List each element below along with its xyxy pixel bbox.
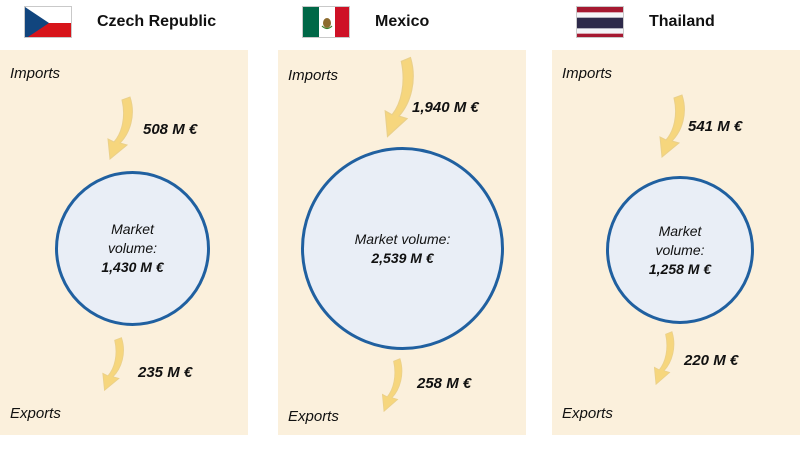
exports-label: Exports [288,408,339,425]
market-volume-value: 1,430 M € [101,259,164,275]
country-name: Czech Republic [97,13,217,30]
imports-label: Imports [288,67,339,84]
imports-arrow-icon [384,56,414,138]
market-volume-value: 1,258 M € [648,260,712,277]
imports-label: Imports [562,65,613,82]
country-header: Mexico [278,0,526,48]
imports-amount: 508 M € [143,121,198,138]
country-header: Thailand [552,0,800,48]
exports-label: Exports [562,405,613,422]
market-volume-bubble: Market volume: 1,430 M € [55,171,210,326]
exports-arrow-icon [102,337,124,392]
flag-czech-republic-icon [24,6,72,38]
exports-amount: 235 M € [138,364,193,381]
country-column-thailand: Thailand Imports 541 M € Market volume: … [552,0,800,450]
imports-arrow-icon [659,94,685,158]
country-name: Mexico [375,13,430,30]
market-volume-bubble: Market volume: 2,539 M € [301,147,504,350]
country-header: Czech Republic [0,0,248,48]
flag-thailand-icon [576,6,624,38]
market-volume-bubble: Market volume: 1,258 M € [606,176,754,324]
country-name: Thailand [649,13,715,30]
exports-arrow-icon [381,358,403,413]
exports-amount: 220 M € [684,352,739,369]
country-column-mexico: Mexico Imports 1,940 M € Market volume: … [278,0,526,450]
imports-amount: 1,940 M € [412,99,479,116]
exports-label: Exports [10,405,61,422]
imports-arrow-icon [107,96,133,160]
imports-amount: 541 M € [688,118,743,135]
market-volume-value: 2,539 M € [371,249,434,266]
country-column-czech-republic: Czech Republic Imports 508 M € Market vo… [0,0,248,450]
market-volume-label: Market volume: [354,230,451,247]
imports-label: Imports [10,65,61,82]
market-volume-label: Market volume: [655,222,705,258]
exports-amount: 258 M € [417,375,472,392]
exports-arrow-icon [653,331,675,386]
flag-mexico-icon [302,6,350,38]
market-volume-label: Market volume: [107,221,158,256]
